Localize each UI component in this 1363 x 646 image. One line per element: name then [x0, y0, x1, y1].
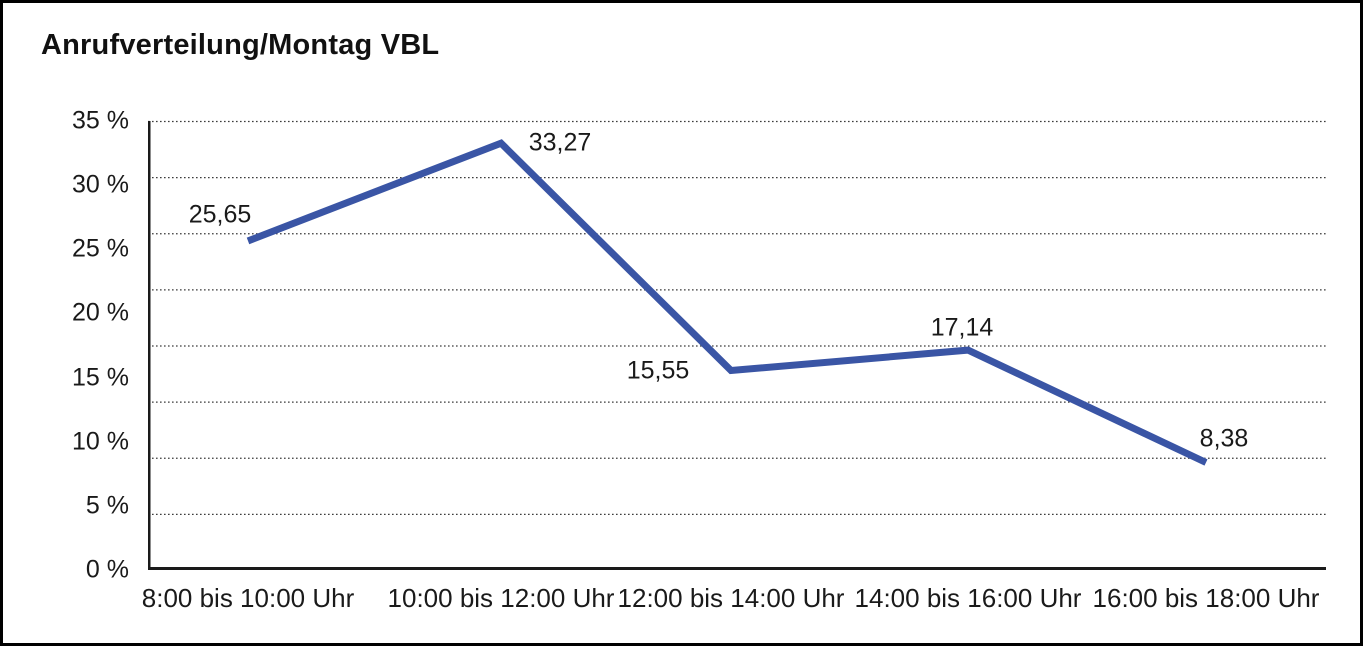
y-axis-tick-label: 5 % [85, 491, 129, 520]
y-axis-tick-labels: 35 % 30 % 25 % 20 % 15 % 10 % 5 % 0 % [3, 107, 129, 584]
x-axis-category-label: 16:00 bis 18:00 Uhr [1092, 583, 1320, 613]
data-point-label: 8,38 [1199, 424, 1249, 453]
y-axis-tick-label: 30 % [72, 170, 129, 199]
line-chart-svg [148, 120, 1326, 570]
y-axis-tick-label: 25 % [72, 234, 129, 263]
x-axis-category-label: 14:00 bis 16:00 Uhr [854, 583, 1082, 613]
data-point-label: 15,55 [626, 356, 690, 385]
y-axis-tick-label: 20 % [72, 298, 129, 327]
y-axis-tick-label: 35 % [72, 106, 129, 135]
x-axis-category-labels: 8:00 bis 10:00 Uhr 10:00 bis 12:00 Uhr 12:… [142, 583, 1326, 617]
plot-area: 25,65 33,27 15,55 17,14 8,38 [148, 120, 1326, 570]
chart-title: Anrufverteilung/Montag VBL [41, 29, 440, 61]
x-axis-category-label: 8:00 bis 10:00 Uhr [141, 583, 355, 613]
y-axis-tick-label: 15 % [72, 363, 129, 392]
y-axis-tick-label: 10 % [72, 427, 129, 456]
x-axis-category-label: 10:00 bis 12:00 Uhr [387, 583, 615, 613]
x-axis-category-label: 12:00 bis 14:00 Uhr [617, 583, 845, 613]
y-axis-tick-label: 0 % [85, 555, 129, 584]
data-point-label: 17,14 [930, 313, 994, 342]
data-point-label: 33,27 [528, 128, 592, 157]
data-point-label: 25,65 [188, 200, 252, 229]
data-line [246, 139, 1208, 466]
